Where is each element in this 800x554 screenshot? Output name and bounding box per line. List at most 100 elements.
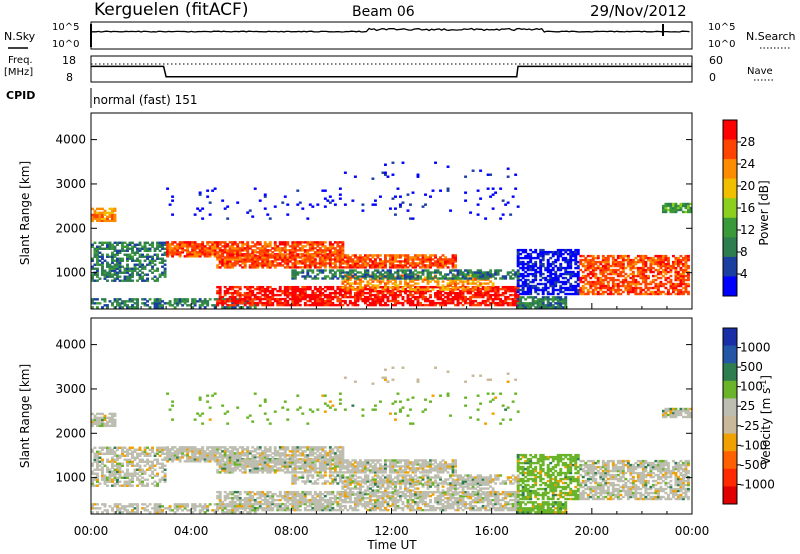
velocity-cell bbox=[203, 507, 207, 510]
power-cell bbox=[669, 268, 673, 272]
power-cell bbox=[681, 210, 685, 214]
power-cell bbox=[111, 243, 114, 246]
power-cell bbox=[444, 303, 447, 307]
velocity-cell bbox=[166, 454, 170, 457]
power-cell bbox=[361, 275, 365, 278]
velocity-cell bbox=[193, 507, 197, 510]
power-cell bbox=[406, 260, 410, 263]
velocity-cell bbox=[113, 478, 117, 481]
power-cell bbox=[421, 285, 425, 289]
power-cell bbox=[574, 256, 578, 260]
power-cell bbox=[399, 205, 402, 208]
power-cell bbox=[391, 266, 395, 269]
power-cell bbox=[281, 247, 285, 250]
velocity-cell bbox=[106, 446, 109, 449]
power-cell bbox=[221, 249, 225, 252]
power-cell bbox=[551, 306, 555, 309]
power-cell bbox=[509, 271, 513, 274]
power-cell bbox=[331, 243, 335, 246]
power-cell bbox=[353, 299, 357, 303]
power-cell bbox=[203, 306, 207, 309]
power-cell bbox=[226, 291, 230, 295]
power-cell bbox=[323, 303, 327, 307]
power-cell bbox=[226, 254, 230, 257]
power-cell bbox=[353, 293, 357, 297]
velocity-cell bbox=[143, 478, 147, 481]
power-cell bbox=[338, 245, 342, 248]
power-cell bbox=[116, 267, 119, 270]
power-cell bbox=[631, 260, 635, 264]
power-cell bbox=[371, 275, 375, 278]
power-cell bbox=[616, 278, 620, 282]
power-cell bbox=[426, 289, 430, 293]
power-cell bbox=[419, 258, 422, 261]
power-cell bbox=[93, 217, 97, 221]
power-cell bbox=[526, 256, 530, 260]
velocity-cell bbox=[151, 464, 155, 467]
power-cell bbox=[351, 264, 355, 267]
power-cell bbox=[308, 275, 312, 278]
power-cell bbox=[361, 289, 365, 293]
power-cell bbox=[516, 298, 520, 301]
power-cell bbox=[266, 256, 270, 259]
power-cell bbox=[681, 258, 685, 262]
velocity-cell bbox=[228, 511, 232, 514]
velocity-cell bbox=[148, 464, 152, 467]
power-cell bbox=[246, 251, 250, 254]
power-cell bbox=[366, 280, 370, 283]
power-cell bbox=[231, 241, 235, 244]
power-cell bbox=[446, 187, 450, 190]
velocity-cell bbox=[108, 478, 112, 481]
power-cell bbox=[291, 291, 295, 295]
power-cell bbox=[544, 306, 548, 309]
power-cell bbox=[436, 280, 440, 283]
power-cell bbox=[566, 286, 570, 290]
power-cell bbox=[549, 276, 553, 280]
power-cell bbox=[396, 269, 400, 272]
power-cell bbox=[346, 295, 350, 299]
velocity-cell bbox=[143, 452, 147, 455]
power-cell bbox=[141, 302, 144, 305]
power-cell bbox=[303, 260, 307, 263]
velocity-cell bbox=[146, 454, 149, 457]
power-cell bbox=[103, 275, 107, 278]
power-cell bbox=[201, 302, 205, 305]
power-cell bbox=[401, 286, 405, 289]
power-cell bbox=[471, 301, 475, 305]
power-cell bbox=[409, 275, 412, 278]
power-cell bbox=[261, 287, 265, 291]
power-cell bbox=[621, 260, 625, 264]
power-cell bbox=[111, 265, 114, 268]
power-cell bbox=[526, 296, 530, 299]
power-cell bbox=[96, 267, 99, 270]
power-cell bbox=[471, 293, 475, 297]
power-cell bbox=[231, 256, 235, 259]
power-cell bbox=[524, 270, 528, 274]
power-cell bbox=[636, 292, 640, 296]
power-cell bbox=[681, 204, 685, 208]
power-cell bbox=[263, 247, 267, 250]
power-cell bbox=[288, 266, 292, 269]
power-cell bbox=[396, 256, 400, 259]
power-cell bbox=[434, 303, 437, 307]
power-cell bbox=[524, 302, 528, 305]
velocity-cell bbox=[136, 476, 139, 479]
power-cell bbox=[221, 254, 225, 257]
power-cell bbox=[489, 295, 493, 299]
power-cell bbox=[91, 267, 94, 270]
power-cell bbox=[296, 299, 300, 303]
power-cell bbox=[148, 306, 152, 309]
velocity-cell bbox=[113, 474, 117, 477]
power-cell bbox=[539, 262, 543, 266]
power-cell bbox=[376, 266, 380, 269]
power-cell bbox=[141, 298, 144, 301]
power-cell bbox=[336, 299, 340, 303]
power-cell bbox=[361, 266, 365, 269]
power-cell bbox=[456, 303, 460, 307]
velocity-cell bbox=[101, 466, 104, 469]
power-cell bbox=[566, 262, 570, 266]
power-cell bbox=[101, 219, 104, 223]
power-cell bbox=[541, 298, 545, 301]
power-cell bbox=[136, 249, 139, 252]
velocity-cell bbox=[151, 466, 155, 469]
